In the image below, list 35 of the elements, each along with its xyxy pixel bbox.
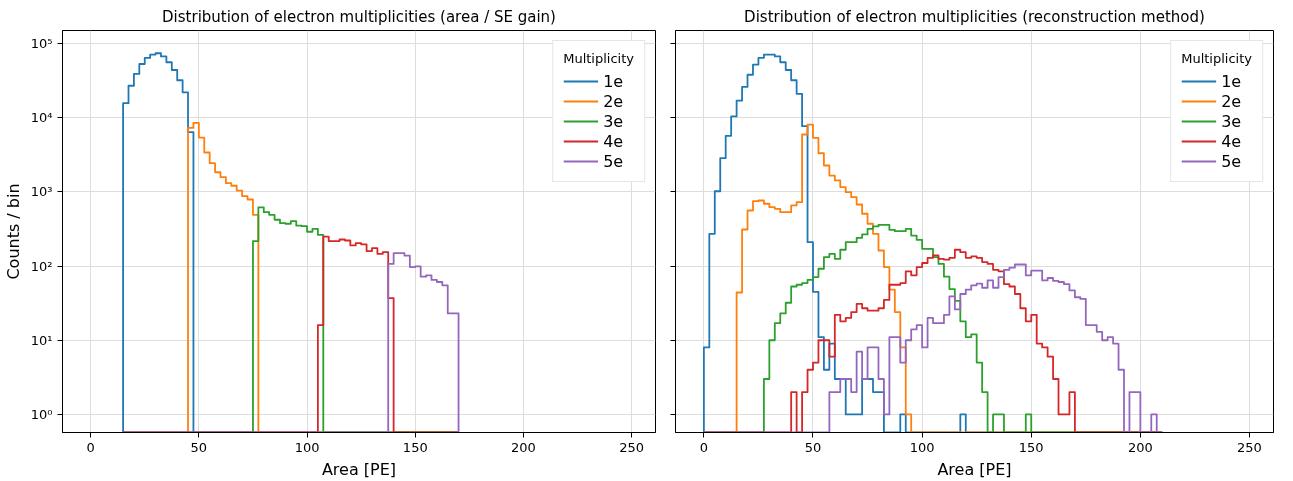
x-tick-label: 250 bbox=[1237, 439, 1262, 455]
x-tick-label: 100 bbox=[909, 439, 935, 455]
y-tick-label: 10³ bbox=[30, 184, 53, 200]
chart-title: Distribution of electron multiplicities (area / SE gain) bbox=[162, 7, 556, 26]
y-tick-label: 10⁵ bbox=[30, 36, 53, 52]
legend-title: Multiplicity bbox=[1181, 51, 1252, 66]
y-tick-label: 10⁴ bbox=[30, 110, 53, 126]
chart-title: Distribution of electron multiplicities (reconstruction method) bbox=[744, 7, 1205, 26]
legend-title: Multiplicity bbox=[563, 51, 634, 66]
legend-label: 1e bbox=[1221, 71, 1242, 91]
x-tick-label: 50 bbox=[804, 439, 822, 455]
x-tick-label: 200 bbox=[511, 439, 536, 455]
x-tick-label: 150 bbox=[402, 439, 428, 455]
legend-label: 2e bbox=[1221, 91, 1242, 111]
x-tick-label: 50 bbox=[190, 439, 208, 455]
x-tick-label: 0 bbox=[699, 439, 709, 455]
x-tick-label: 150 bbox=[1018, 439, 1044, 455]
x-tick-label: 200 bbox=[1127, 439, 1153, 455]
x-axis-title: Area [PE] bbox=[321, 459, 397, 479]
legend-label: 1e bbox=[603, 71, 624, 91]
legend-label: 3e bbox=[603, 111, 624, 131]
y-tick-label: 10⁰ bbox=[30, 406, 53, 422]
legend-label: 4e bbox=[1221, 131, 1242, 151]
x-axis-title: Area [PE] bbox=[937, 459, 1012, 479]
x-tick-label: 250 bbox=[619, 439, 645, 455]
legend-label: 5e bbox=[1221, 151, 1242, 171]
x-tick-label: 0 bbox=[86, 439, 95, 455]
x-tick-label: 100 bbox=[294, 439, 320, 455]
y-axis-title: Counts / bin bbox=[3, 183, 23, 280]
legend-label: 3e bbox=[1221, 111, 1242, 131]
legend-label: 5e bbox=[603, 151, 624, 171]
legend-label: 2e bbox=[603, 91, 624, 111]
y-tick-label: 10² bbox=[30, 258, 53, 274]
legend-label: 4e bbox=[603, 131, 624, 151]
y-tick-label: 10¹ bbox=[30, 332, 53, 348]
